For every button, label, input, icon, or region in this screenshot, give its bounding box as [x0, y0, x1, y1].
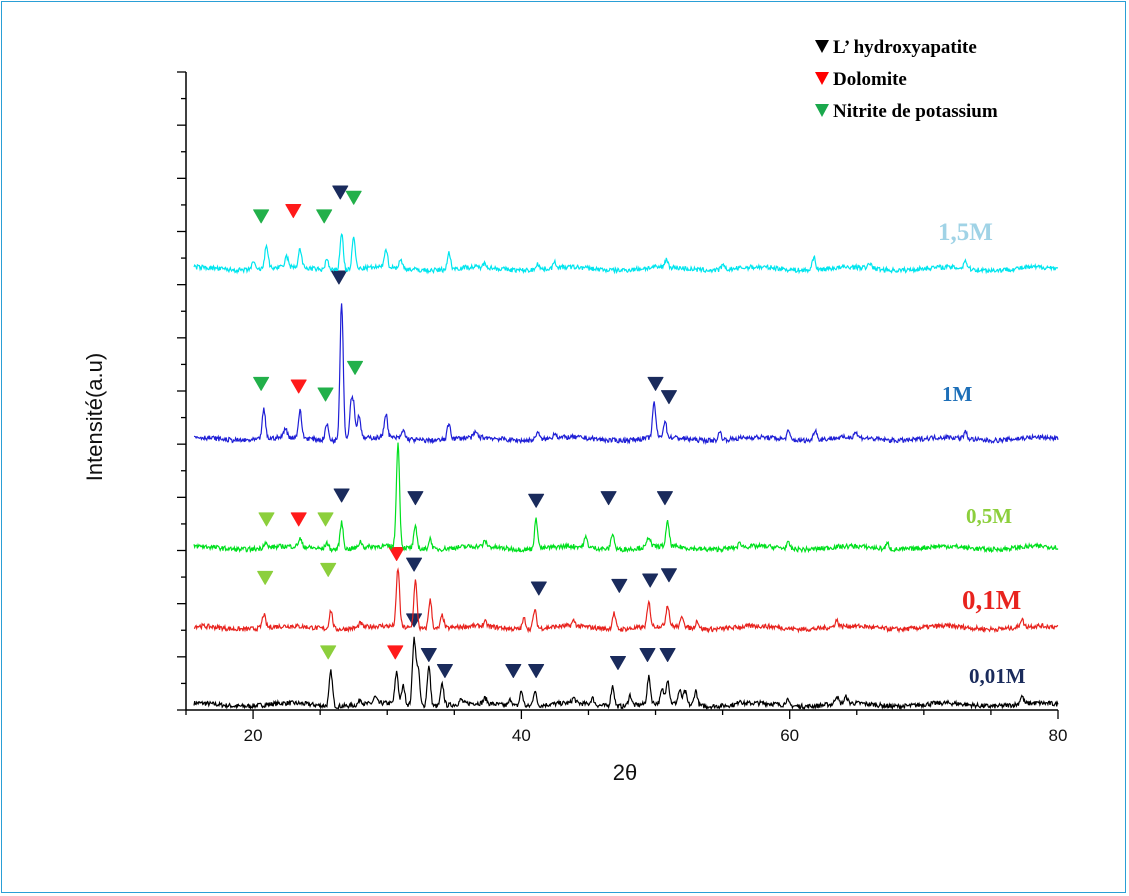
hydroxyapatite-marker: [656, 491, 673, 506]
series-label: 0,1M: [962, 585, 1021, 615]
legend-label: Nitrite de potassium: [833, 101, 998, 122]
hydroxyapatite-marker: [505, 663, 522, 678]
series-label: 0,01M: [969, 664, 1026, 688]
hydroxyapatite-marker: [436, 663, 453, 678]
hydroxyapatite-marker: [407, 491, 424, 506]
hydroxyapatite-marker: [660, 568, 677, 583]
hydroxyapatite-marker: [647, 376, 664, 391]
hydroxyapatite-marker: [528, 663, 545, 678]
nitrite-marker: [257, 570, 274, 585]
series-label: 1,5M: [938, 219, 993, 246]
nitrite-marker: [316, 209, 333, 224]
legend-marker: [815, 104, 829, 117]
hydroxyapatite-marker: [600, 491, 617, 506]
x-axis-title: 2θ: [613, 760, 637, 785]
nitrite-marker: [347, 360, 364, 375]
hydroxyapatite-marker: [609, 655, 626, 670]
legend-marker: [815, 40, 829, 53]
hydroxyapatite-marker: [659, 647, 676, 662]
hydroxyapatite-marker: [330, 270, 347, 285]
dolomite-marker: [285, 204, 302, 219]
hydroxyapatite-marker: [332, 185, 349, 200]
hydroxyapatite-marker: [660, 390, 677, 405]
hydroxyapatite-marker: [639, 647, 656, 662]
x-tick-label: 20: [244, 726, 263, 745]
y-axis-title: Intensité(a.u): [82, 353, 107, 481]
hydroxyapatite-marker: [406, 557, 423, 572]
series-line-1m: [193, 303, 1059, 446]
legend-label: Dolomite: [833, 69, 907, 90]
series-line-0-1m: [193, 567, 1059, 634]
legend-marker: [815, 72, 829, 85]
series-label: 1M: [942, 382, 973, 406]
x-tick-label: 80: [1049, 726, 1068, 745]
hydroxyapatite-marker: [642, 573, 659, 588]
dolomite-marker: [387, 645, 404, 660]
nitrite-marker: [317, 512, 334, 527]
hydroxyapatite-marker: [333, 488, 350, 503]
series-line-1-5m: [193, 233, 1059, 275]
nitrite-marker: [320, 645, 337, 660]
hydroxyapatite-marker: [420, 647, 437, 662]
nitrite-marker: [253, 209, 270, 224]
series-label: 0,5M: [966, 504, 1012, 528]
hydroxyapatite-marker: [530, 581, 547, 596]
dolomite-marker: [290, 512, 307, 527]
x-tick-label: 60: [780, 726, 799, 745]
dolomite-marker: [388, 546, 405, 561]
series-line-0-5m: [193, 442, 1059, 554]
legend-label: L’ hydroxyapatite: [833, 37, 977, 58]
x-tick-label: 40: [512, 726, 531, 745]
nitrite-marker: [253, 376, 270, 391]
nitrite-marker: [317, 387, 334, 402]
nitrite-marker: [345, 190, 362, 205]
hydroxyapatite-marker: [528, 493, 545, 508]
nitrite-marker: [258, 512, 275, 527]
hydroxyapatite-marker: [611, 578, 628, 593]
series-line-0-01m: [193, 636, 1059, 711]
nitrite-marker: [320, 562, 337, 577]
dolomite-marker: [290, 379, 307, 394]
